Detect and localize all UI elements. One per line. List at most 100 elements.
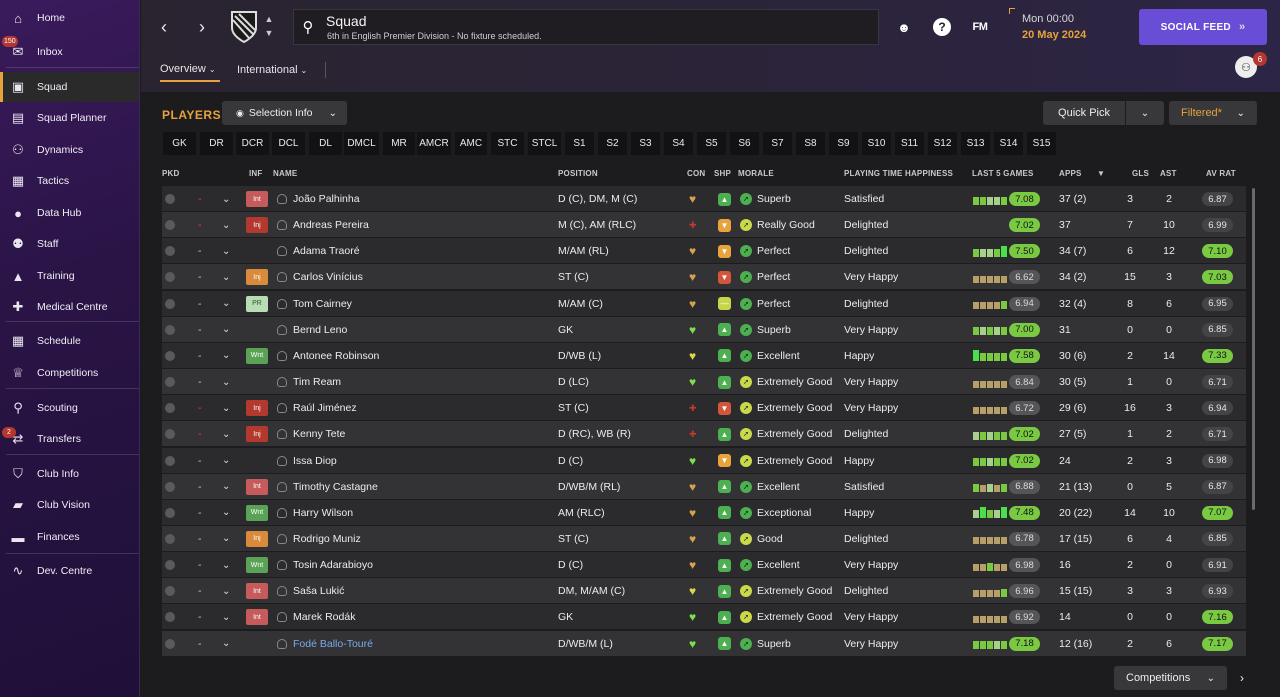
player-name[interactable]: Tim Ream	[293, 376, 342, 389]
help-icon[interactable]: ?	[933, 18, 951, 36]
chevron-down-icon[interactable]: ⌄	[222, 638, 231, 650]
name-cell[interactable]: Timothy Castagne	[277, 474, 378, 500]
name-cell[interactable]: Rodrigo Muniz	[277, 526, 361, 552]
row-menu[interactable]: ⌄	[222, 264, 230, 290]
tab-overview[interactable]: Overview ⌄	[160, 58, 220, 82]
player-name[interactable]: Andreas Pereira	[293, 219, 369, 232]
sidebar-item-competitions[interactable]: ♕ Competitions	[0, 358, 139, 388]
col-con[interactable]: CON	[687, 169, 706, 178]
name-cell[interactable]: Saša Lukić	[277, 578, 344, 604]
pick-toggle-icon[interactable]	[165, 638, 175, 649]
col-ast[interactable]: AST	[1160, 169, 1177, 178]
table-row[interactable]: - ⌄ Int Timothy Castagne D/WB/M (RL) ♥ ▲ ➚ Excel…	[162, 473, 1246, 500]
pkd-cell[interactable]	[163, 343, 175, 369]
chevron-down-icon[interactable]: ⌄	[222, 298, 231, 310]
pkd-cell[interactable]	[163, 264, 175, 290]
info-badge[interactable]: Inj	[246, 400, 268, 417]
sidebar-item-squad-planner[interactable]: ▤ Squad Planner	[0, 103, 139, 133]
chevron-down-icon[interactable]: ⌄	[222, 271, 231, 283]
filter-s2[interactable]: S2	[598, 132, 627, 155]
club-crest-icon[interactable]	[229, 10, 259, 44]
filter-dropdown[interactable]: Filtered* ⌄	[1169, 101, 1257, 125]
row-menu[interactable]: ⌄	[222, 238, 230, 264]
name-cell[interactable]: Tim Ream	[277, 369, 341, 395]
player-name[interactable]: Adama Traoré	[293, 245, 360, 258]
table-scrollbar[interactable]	[1252, 188, 1255, 510]
pkd-cell[interactable]	[163, 291, 175, 317]
sidebar-item-inbox[interactable]: ✉ Inbox 150	[0, 36, 139, 67]
table-row[interactable]: - ⌄ Int Marek Rodák GK ♥ ▲ ➚ Extremely Good Very …	[162, 604, 1246, 631]
chevron-down-icon[interactable]: ⌄	[222, 350, 231, 362]
chevron-down-icon[interactable]: ⌄	[222, 376, 231, 388]
chevron-down-icon[interactable]: ⌄	[222, 219, 231, 231]
filter-s14[interactable]: S14	[994, 132, 1023, 155]
col-pkd[interactable]: PKD	[162, 169, 180, 178]
pick-toggle-icon[interactable]	[165, 481, 175, 492]
forward-arrow-icon[interactable]: ›	[199, 16, 205, 37]
player-name[interactable]: Raúl Jiménez	[293, 402, 357, 415]
sidebar-item-dynamics[interactable]: ⚇ Dynamics	[0, 135, 139, 165]
sidebar-item-home[interactable]: ⌂ Home	[0, 3, 139, 33]
col-name[interactable]: NAME	[273, 169, 298, 178]
filter-s4[interactable]: S4	[664, 132, 693, 155]
player-name[interactable]: Tom Cairney	[293, 297, 352, 310]
col-position[interactable]: POSITION	[558, 169, 598, 178]
chevron-down-icon[interactable]: ⌄	[222, 324, 231, 336]
filter-s15[interactable]: S15	[1027, 132, 1056, 155]
info-badge[interactable]: Inj	[246, 269, 268, 286]
table-row[interactable]: - ⌄ Int Saša Lukić DM, M/AM (C) ♥ ▲ ➚ Extremely …	[162, 578, 1246, 605]
col-avrat[interactable]: AV RAT	[1206, 169, 1236, 178]
name-cell[interactable]: Kenny Tete	[277, 421, 345, 447]
pick-toggle-icon[interactable]	[165, 194, 175, 204]
pick-toggle-icon[interactable]	[165, 220, 175, 231]
sidebar-item-dev-centre[interactable]: ∿ Dev. Centre	[0, 556, 139, 586]
chevron-down-icon[interactable]: ⌄	[222, 481, 231, 493]
pkd-cell[interactable]	[163, 186, 175, 212]
pick-toggle-icon[interactable]	[165, 324, 175, 335]
player-name[interactable]: Saša Lukić	[293, 585, 345, 598]
filter-amcr[interactable]: AMCR	[417, 132, 451, 155]
manager-icon[interactable]: ☻	[897, 19, 911, 35]
people-icon[interactable]: ⚇	[1235, 56, 1257, 78]
info-badge[interactable]: Inj	[246, 426, 268, 443]
name-cell[interactable]: Antonee Robinson	[277, 343, 379, 369]
page-title-box[interactable]: ⚲ Squad 6th in English Premier Division …	[293, 9, 879, 45]
filter-stcl[interactable]: STCL	[528, 132, 561, 155]
table-row[interactable]: - ⌄ Inj Carlos Vinícius ST (C) ♥ ▼ ➚ Perfect Very…	[162, 264, 1246, 291]
filter-dr[interactable]: DR	[200, 132, 233, 155]
pkd-cell[interactable]	[163, 552, 175, 578]
table-row[interactable]: - ⌄ Inj Raúl Jiménez ST (C) ✚ ▼ ➚ Extremely Good…	[162, 395, 1246, 422]
player-name[interactable]: Carlos Vinícius	[293, 271, 363, 284]
filter-dcr[interactable]: DCR	[236, 132, 269, 155]
sidebar-item-data-hub[interactable]: ● Data Hub	[0, 198, 139, 228]
pkd-cell[interactable]	[163, 631, 175, 657]
table-row[interactable]: - ⌄ Wnt Harry Wilson AM (RLC) ♥ ▲ ➚ Exceptional H…	[162, 499, 1246, 526]
row-menu[interactable]: ⌄	[222, 421, 230, 447]
table-row[interactable]: - ⌄ Inj Andreas Pereira M (C), AM (RLC) ✚ ▼ ➚ Re…	[162, 212, 1246, 239]
quick-pick-dropdown[interactable]: ⌄	[1126, 101, 1164, 125]
info-badge[interactable]: Int	[246, 191, 268, 207]
chevron-down-icon[interactable]: ⌄	[222, 585, 231, 597]
filter-dmcl[interactable]: DMCL	[344, 132, 379, 155]
fm-menu-icon[interactable]: FM	[972, 21, 988, 33]
col-gls[interactable]: GLS	[1132, 169, 1150, 178]
player-name[interactable]: Harry Wilson	[293, 506, 354, 519]
date-display[interactable]: Mon 00:00 20 May 2024	[1009, 8, 1121, 46]
player-name[interactable]: Kenny Tete	[293, 428, 346, 441]
filter-s8[interactable]: S8	[796, 132, 825, 155]
chevron-down-icon[interactable]: ⌄	[222, 507, 231, 519]
sidebar-item-finances[interactable]: ▬ Finances	[0, 522, 139, 552]
sidebar-item-staff[interactable]: ⚉ Staff	[0, 229, 139, 259]
pkd-cell[interactable]	[163, 369, 175, 395]
name-cell[interactable]: Marek Rodák	[277, 604, 355, 630]
row-menu[interactable]: ⌄	[222, 369, 230, 395]
info-badge[interactable]: PR	[246, 295, 268, 312]
table-row[interactable]: - ⌄ Inj Rodrigo Muniz ST (C) ♥ ▲ ➚ Good Delighted…	[162, 525, 1246, 552]
table-row[interactable]: - ⌄ Adama Traoré M/AM (RL) ♥ ▼ ➚ Perfect Delight…	[162, 238, 1246, 265]
sidebar-item-squad[interactable]: ▣ Squad	[0, 72, 139, 102]
filter-s5[interactable]: S5	[697, 132, 726, 155]
name-cell[interactable]: Andreas Pereira	[277, 212, 369, 238]
search-icon[interactable]: ⚲	[302, 19, 314, 36]
player-name[interactable]: Timothy Castagne	[293, 480, 378, 493]
name-cell[interactable]: Raúl Jiménez	[277, 395, 357, 421]
